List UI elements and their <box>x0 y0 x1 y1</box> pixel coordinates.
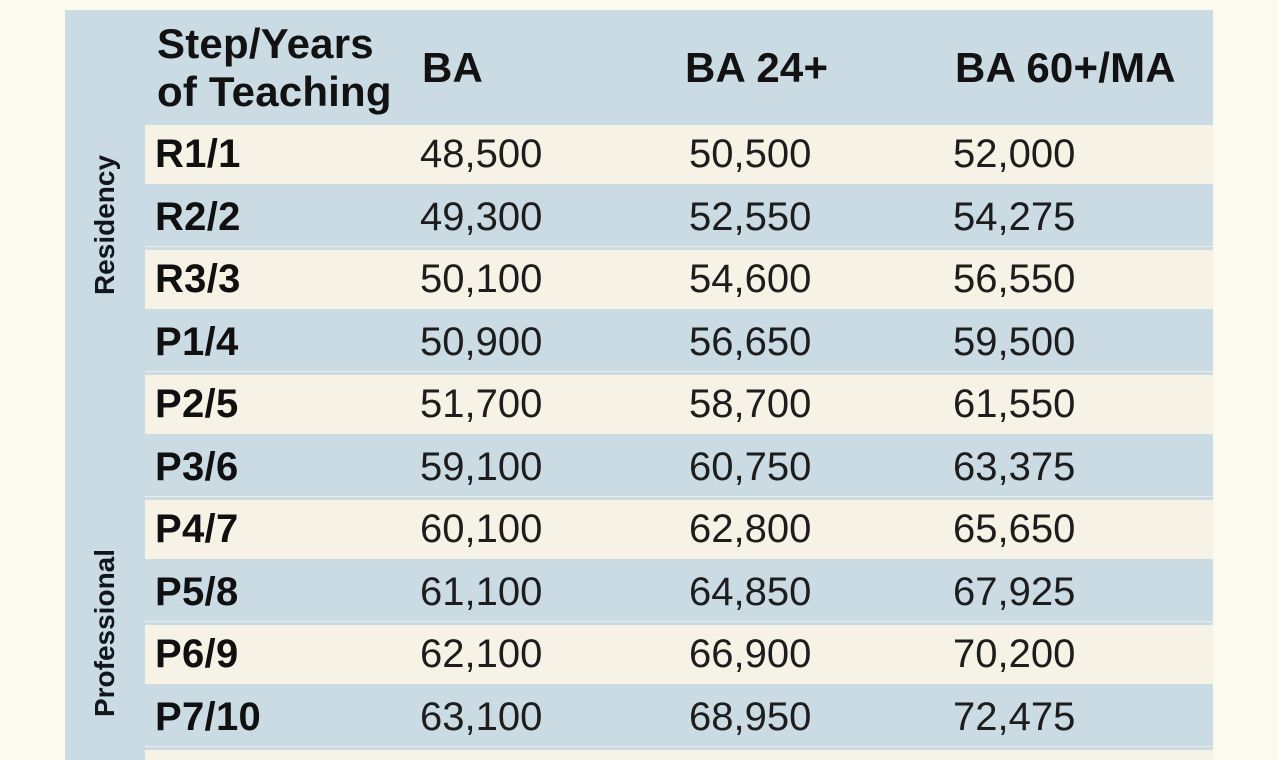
column-header-step-years-line1: Step/Years <box>157 19 374 67</box>
salary-ba60-ma: 72,475 <box>953 694 1076 739</box>
salary-ba24: 50,500 <box>689 132 812 176</box>
step-label: P2/5 <box>155 382 239 426</box>
step-label: P4/7 <box>155 507 239 551</box>
salary-ba24: 62,800 <box>689 507 812 551</box>
step-label: P5/8 <box>155 569 239 614</box>
table-header-row: Step/Years of Teaching BA BA 24+ BA 60+/… <box>65 10 1213 125</box>
salary-ba24: 66,900 <box>689 632 812 676</box>
salary-ba: 61,100 <box>420 569 543 614</box>
salary-ba: 62,100 <box>420 632 543 676</box>
salary-ba60-ma: 56,550 <box>953 257 1076 301</box>
step-label: P7/10 <box>155 694 262 739</box>
salary-ba: 50,100 <box>420 257 543 301</box>
salary-ba24: 60,750 <box>689 444 812 489</box>
column-header-ba60-ma: BA 60+/MA <box>955 43 1176 91</box>
salary-ba24: 64,850 <box>689 569 812 614</box>
group-label-professional: Professional <box>89 548 120 718</box>
salary-ba60-ma: 54,275 <box>953 194 1076 239</box>
salary-ba24: 54,600 <box>689 257 812 301</box>
salary-ba: 60,100 <box>420 507 543 551</box>
column-header-ba24: BA 24+ <box>685 43 829 91</box>
salary-ba: 51,700 <box>420 382 543 426</box>
step-label: P3/6 <box>155 444 239 489</box>
column-header-step-years: Step/Years of Teaching <box>157 10 392 125</box>
step-label: P6/9 <box>155 632 239 676</box>
salary-ba: 48,500 <box>420 132 543 176</box>
column-header-step-years-line2: of Teaching <box>157 67 392 115</box>
salary-ba: 50,900 <box>420 319 543 364</box>
table-row: P7/10 63,100 68,950 72,475 <box>145 687 1213 747</box>
salary-ba: 63,100 <box>420 694 543 739</box>
salary-ba60-ma: 59,500 <box>953 319 1076 364</box>
salary-ba24: 68,950 <box>689 694 812 739</box>
salary-ba60-ma: 61,550 <box>953 382 1076 426</box>
salary-ba: 49,300 <box>420 194 543 239</box>
group-label-residency: Residency <box>89 154 120 296</box>
table-row: R1/1 48,500 50,500 52,000 <box>145 125 1213 184</box>
salary-ba60-ma: 65,650 <box>953 507 1076 551</box>
table-row: R3/3 50,100 54,600 56,550 <box>145 250 1213 309</box>
salary-ba24: 58,700 <box>689 382 812 426</box>
table-row: P1/4 50,900 56,650 59,500 <box>145 312 1213 372</box>
table-row: P2/5 51,700 58,700 61,550 <box>145 375 1213 434</box>
table-row: R2/2 49,300 52,550 54,275 <box>145 187 1213 247</box>
step-label: R2/2 <box>155 194 241 239</box>
table-row: P6/9 62,100 66,900 70,200 <box>145 625 1213 684</box>
step-label: R1/1 <box>155 132 241 176</box>
table-row-cutoff <box>145 750 1213 760</box>
salary-ba60-ma: 67,925 <box>953 569 1076 614</box>
table-row: P3/6 59,100 60,750 63,375 <box>145 437 1213 497</box>
table-row: P4/7 60,100 62,800 65,650 <box>145 500 1213 559</box>
salary-ba60-ma: 70,200 <box>953 632 1076 676</box>
table-row: P5/8 61,100 64,850 67,925 <box>145 562 1213 622</box>
column-header-ba: BA <box>422 43 484 91</box>
salary-ba60-ma: 63,375 <box>953 444 1076 489</box>
salary-ba: 59,100 <box>420 444 543 489</box>
salary-schedule-table: Step/Years of Teaching BA BA 24+ BA 60+/… <box>65 10 1213 760</box>
salary-ba60-ma: 52,000 <box>953 132 1076 176</box>
step-label: P1/4 <box>155 319 239 364</box>
salary-ba24: 56,650 <box>689 319 812 364</box>
step-label: R3/3 <box>155 257 241 301</box>
table-body: R1/1 48,500 50,500 52,000 R2/2 49,300 52… <box>145 125 1213 760</box>
salary-ba24: 52,550 <box>689 194 812 239</box>
